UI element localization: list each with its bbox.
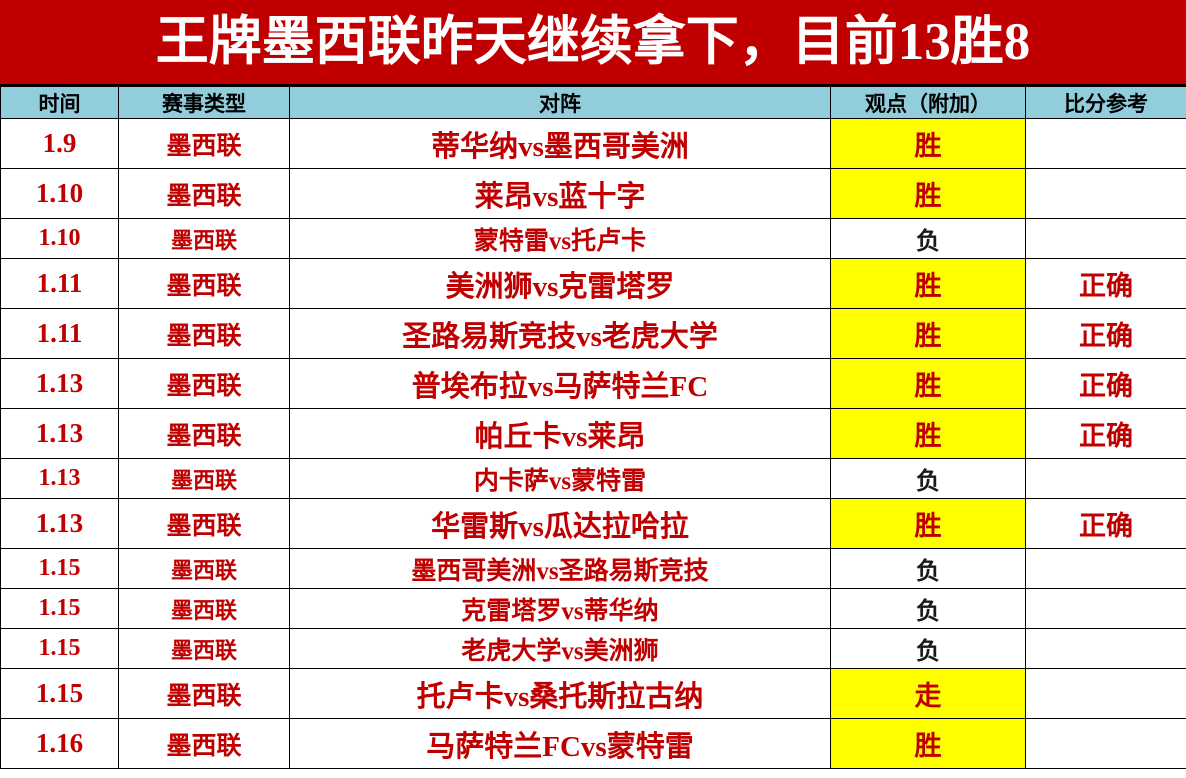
cell-time: 1.11	[0, 258, 119, 309]
cell-league: 墨西联	[118, 458, 290, 499]
table-row: 1.13 墨西联 华雷斯vs瓜达拉哈拉胜正确	[0, 498, 1186, 549]
table-header: 时间 赛事类型 对阵 观点（附加） 比分参考	[0, 86, 1186, 119]
table-row: 1.16 墨西联 马萨特兰FCvs蒙特雷胜	[0, 718, 1186, 769]
table-row: 1.13 墨西联 普埃布拉vs马萨特兰FC 胜正确	[0, 358, 1186, 409]
cell-view: 胜	[830, 408, 1026, 459]
cell-score: 正确	[1025, 308, 1186, 359]
table-row: 1.10 墨西联 莱昂vs蓝十字胜	[0, 168, 1186, 219]
cell-time: 1.15	[0, 548, 119, 589]
cell-time: 1.13	[0, 498, 119, 549]
cell-time: 1.13	[0, 458, 119, 499]
cell-time: 1.13	[0, 408, 119, 459]
cell-score	[1025, 588, 1186, 629]
cell-view: 胜	[830, 718, 1026, 769]
cell-league: 墨西联	[118, 218, 290, 259]
cell-time: 1.16	[0, 718, 119, 769]
cell-league: 墨西联	[118, 358, 290, 409]
table-row: 1.15 墨西联 托卢卡vs桑托斯拉古纳走	[0, 668, 1186, 719]
table-row: 1.15 墨西联 克雷塔罗vs蒂华纳负	[0, 588, 1186, 629]
table-row: 1.11 墨西联 圣路易斯竞技vs老虎大学胜正确	[0, 308, 1186, 359]
cell-view: 胜	[830, 308, 1026, 359]
cell-match: 内卡萨vs蒙特雷	[289, 458, 831, 499]
cell-view: 胜	[830, 498, 1026, 549]
cell-view: 负	[830, 628, 1026, 669]
cell-view: 负	[830, 218, 1026, 259]
cell-match: 圣路易斯竞技vs老虎大学	[289, 308, 831, 359]
table-header-row: 时间 赛事类型 对阵 观点（附加） 比分参考	[0, 86, 1186, 119]
cell-match: 蒙特雷vs托卢卡	[289, 218, 831, 259]
table-row: 1.13 墨西联 帕丘卡vs莱昂胜正确	[0, 408, 1186, 459]
cell-score: 正确	[1025, 498, 1186, 549]
cell-league: 墨西联	[118, 308, 290, 359]
table-row: 1.15 墨西联 老虎大学vs美洲狮负	[0, 628, 1186, 669]
cell-league: 墨西联	[118, 498, 290, 549]
cell-league: 墨西联	[118, 258, 290, 309]
cell-view: 负	[830, 458, 1026, 499]
cell-league: 墨西联	[118, 628, 290, 669]
table-row: 1.9 墨西联 蒂华纳vs墨西哥美洲胜	[0, 118, 1186, 169]
cell-score: 正确	[1025, 408, 1186, 459]
cell-score	[1025, 628, 1186, 669]
cell-match: 墨西哥美洲vs圣路易斯竞技	[289, 548, 831, 589]
cell-score	[1025, 218, 1186, 259]
cell-time: 1.15	[0, 588, 119, 629]
cell-time: 1.10	[0, 168, 119, 219]
cell-score: 正确	[1025, 358, 1186, 409]
cell-match: 托卢卡vs桑托斯拉古纳	[289, 668, 831, 719]
cell-match: 普埃布拉vs马萨特兰FC	[289, 358, 831, 409]
cell-time: 1.15	[0, 668, 119, 719]
table-row: 1.15 墨西联 墨西哥美洲vs圣路易斯竞技负	[0, 548, 1186, 589]
cell-time: 1.11	[0, 308, 119, 359]
cell-match: 蒂华纳vs墨西哥美洲	[289, 118, 831, 169]
cell-match: 老虎大学vs美洲狮	[289, 628, 831, 669]
cell-score: 正确	[1025, 258, 1186, 309]
cell-league: 墨西联	[118, 408, 290, 459]
cell-league: 墨西联	[118, 548, 290, 589]
cell-league: 墨西联	[118, 118, 290, 169]
column-header-score: 比分参考	[1025, 86, 1186, 119]
table-row: 1.11 墨西联 美洲狮vs克雷塔罗胜正确	[0, 258, 1186, 309]
cell-time: 1.9	[0, 118, 119, 169]
column-header-view: 观点（附加）	[830, 86, 1026, 119]
table-row: 1.10 墨西联 蒙特雷vs托卢卡负	[0, 218, 1186, 259]
cell-view: 胜	[830, 258, 1026, 309]
cell-match: 美洲狮vs克雷塔罗	[289, 258, 831, 309]
column-header-match: 对阵	[289, 86, 831, 119]
cell-view: 负	[830, 588, 1026, 629]
cell-view: 胜	[830, 168, 1026, 219]
cell-view: 胜	[830, 358, 1026, 409]
cell-match: 马萨特兰FCvs蒙特雷	[289, 718, 831, 769]
predictions-table: 时间 赛事类型 对阵 观点（附加） 比分参考 1.9 墨西联 蒂华纳vs墨西哥美洲胜…	[0, 86, 1186, 769]
table-row: 1.13 墨西联 内卡萨vs蒙特雷负	[0, 458, 1186, 499]
cell-score	[1025, 548, 1186, 589]
cell-score	[1025, 118, 1186, 169]
cell-view: 走	[830, 668, 1026, 719]
cell-score	[1025, 668, 1186, 719]
cell-time: 1.13	[0, 358, 119, 409]
page-title: 王牌墨西联昨天继续拿下，目前13胜8	[155, 12, 1031, 71]
cell-time: 1.10	[0, 218, 119, 259]
table-body: 1.9 墨西联 蒂华纳vs墨西哥美洲胜 1.10 墨西联 莱昂vs蓝十字胜 1.10 墨西联蒙…	[0, 118, 1186, 769]
cell-league: 墨西联	[118, 668, 290, 719]
column-header-time: 时间	[0, 86, 119, 119]
cell-league: 墨西联	[118, 168, 290, 219]
cell-score	[1025, 168, 1186, 219]
cell-match: 莱昂vs蓝十字	[289, 168, 831, 219]
cell-view: 胜	[830, 118, 1026, 169]
cell-view: 负	[830, 548, 1026, 589]
column-header-league: 赛事类型	[118, 86, 290, 119]
cell-match: 帕丘卡vs莱昂	[289, 408, 831, 459]
cell-match: 克雷塔罗vs蒂华纳	[289, 588, 831, 629]
cell-score	[1025, 458, 1186, 499]
cell-score	[1025, 718, 1186, 769]
banner: 王牌墨西联昨天继续拿下，目前13胜8	[0, 0, 1186, 86]
cell-league: 墨西联	[118, 718, 290, 769]
cell-league: 墨西联	[118, 588, 290, 629]
cell-match: 华雷斯vs瓜达拉哈拉	[289, 498, 831, 549]
cell-time: 1.15	[0, 628, 119, 669]
